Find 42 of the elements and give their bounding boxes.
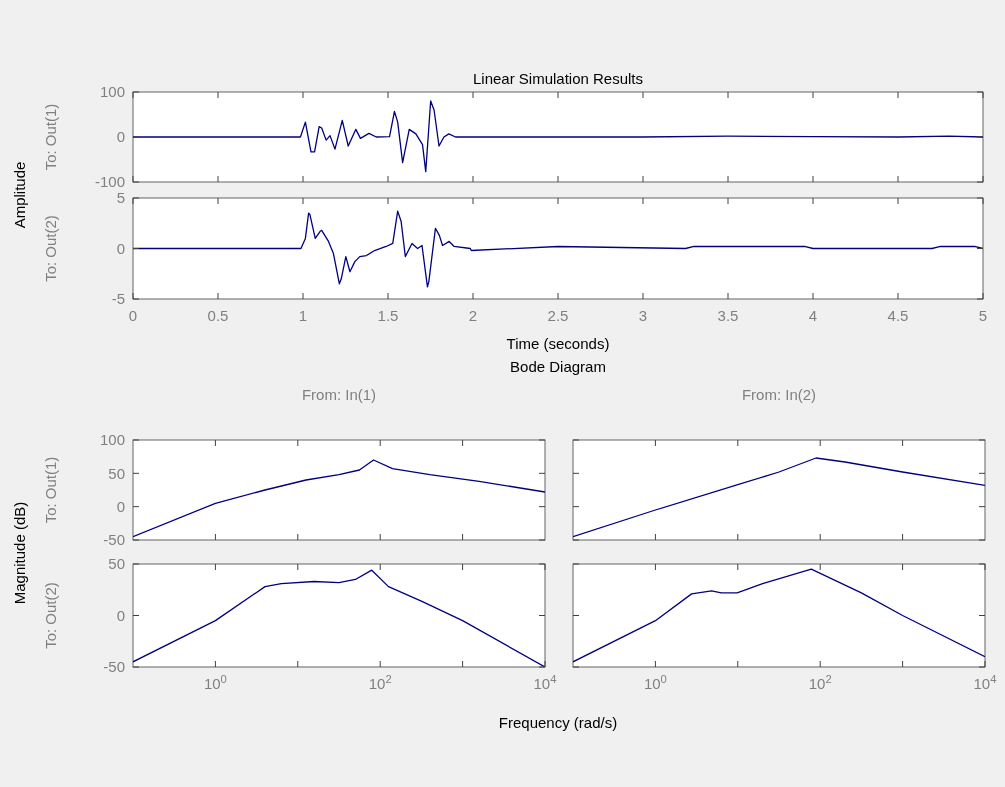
x-tick-label: 10$^{2}$	[368, 673, 392, 692]
x-axis-title: Frequency (rad/s)	[498, 714, 618, 731]
x-tick-label: 5	[978, 307, 988, 324]
x-tick-label: 10$^{0}$	[643, 673, 667, 692]
text: Bode Diagram	[510, 358, 606, 375]
y-tick-label: 100	[99, 431, 125, 449]
x-tick-label: 2.5	[547, 307, 569, 324]
y-tick-label: 0	[116, 128, 125, 146]
y-tick-label: -50	[103, 658, 125, 676]
y-axis-title: To: Out(1)	[42, 456, 59, 524]
y-tick-label: 0	[116, 606, 125, 624]
x-tick-label: 3.5	[717, 307, 739, 324]
y-axis-title: To: Out(1)	[42, 103, 59, 171]
y-tick-label: 0	[116, 239, 125, 257]
x-axis-title: Time (seconds)	[506, 335, 610, 352]
x-tick-label: 10$^{0}$	[203, 673, 227, 692]
y-tick-label: 100	[99, 83, 125, 101]
y-tick-label: -100	[94, 173, 125, 191]
x-tick-label: 1.5	[377, 307, 399, 324]
x-tick-label: 4	[808, 307, 818, 324]
chart-title: From: In(1)	[301, 386, 377, 403]
x-tick-label: 0	[128, 307, 138, 324]
x-tick-label: 10$^{4}$	[533, 673, 557, 692]
y-tick-label: -5	[111, 290, 125, 308]
y-tick-label: 5	[116, 189, 125, 207]
x-tick-label: 2	[468, 307, 478, 324]
chart-title: From: In(2)	[741, 386, 817, 403]
text: Magnitude (dB)	[11, 501, 28, 605]
chart-title: Linear Simulation Results	[472, 70, 644, 87]
y-tick-label: -50	[103, 531, 125, 549]
text: Amplitude	[11, 161, 28, 229]
x-tick-label: 4.5	[887, 307, 909, 324]
y-tick-label: 50	[108, 464, 125, 482]
x-tick-label: 0.5	[207, 307, 229, 324]
y-axis-title: To: Out(2)	[42, 582, 59, 649]
y-tick-label: 0	[116, 497, 125, 515]
y-tick-label: 50	[108, 555, 125, 573]
x-tick-label: 10$^{4}$	[973, 673, 997, 692]
x-tick-label: 10$^{2}$	[808, 673, 832, 692]
x-tick-label: 3	[638, 307, 648, 324]
y-axis-title: To: Out(2)	[42, 215, 59, 282]
x-tick-label: 1	[298, 307, 308, 324]
